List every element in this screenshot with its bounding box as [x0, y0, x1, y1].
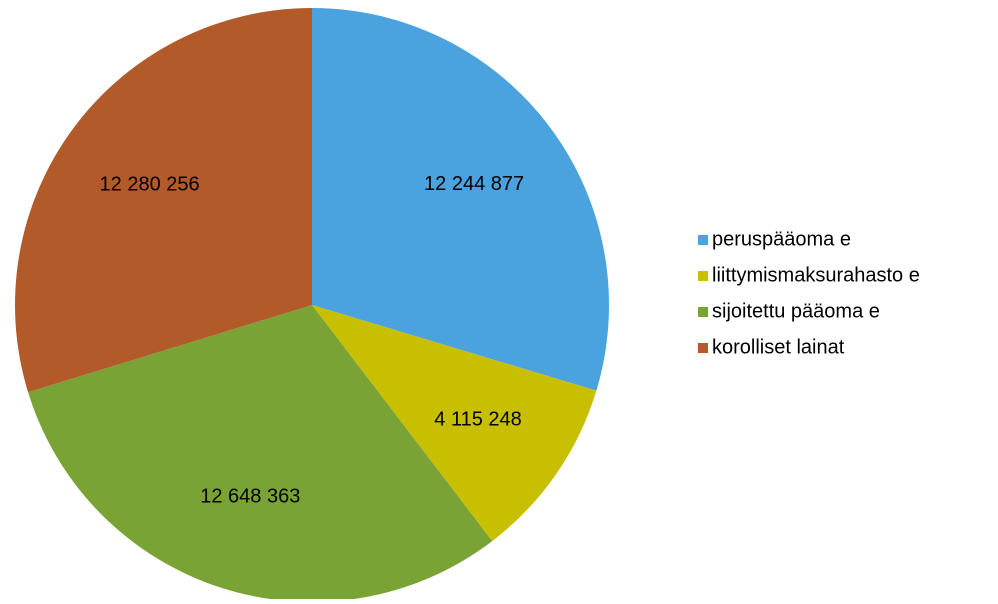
legend-swatch [698, 271, 708, 281]
legend-label: peruspääoma e [712, 228, 851, 250]
legend-swatch [698, 307, 708, 317]
pie-slice [28, 305, 493, 602]
pie-slice [312, 8, 609, 391]
pie-slice [312, 305, 597, 542]
legend-label: liittymismaksurahasto e [712, 264, 920, 286]
data-label: 12 280 256 [100, 173, 200, 195]
data-label: 12 648 363 [200, 486, 300, 508]
data-label: 12 244 877 [424, 173, 524, 195]
pie-slice [14, 8, 312, 393]
legend-swatch [698, 343, 708, 353]
legend-label: sijoitettu pääoma e [712, 300, 880, 322]
data-label: 4 115 248 [434, 408, 522, 430]
legend-label: korolliset lainat [712, 336, 845, 358]
legend-swatch [698, 235, 708, 245]
